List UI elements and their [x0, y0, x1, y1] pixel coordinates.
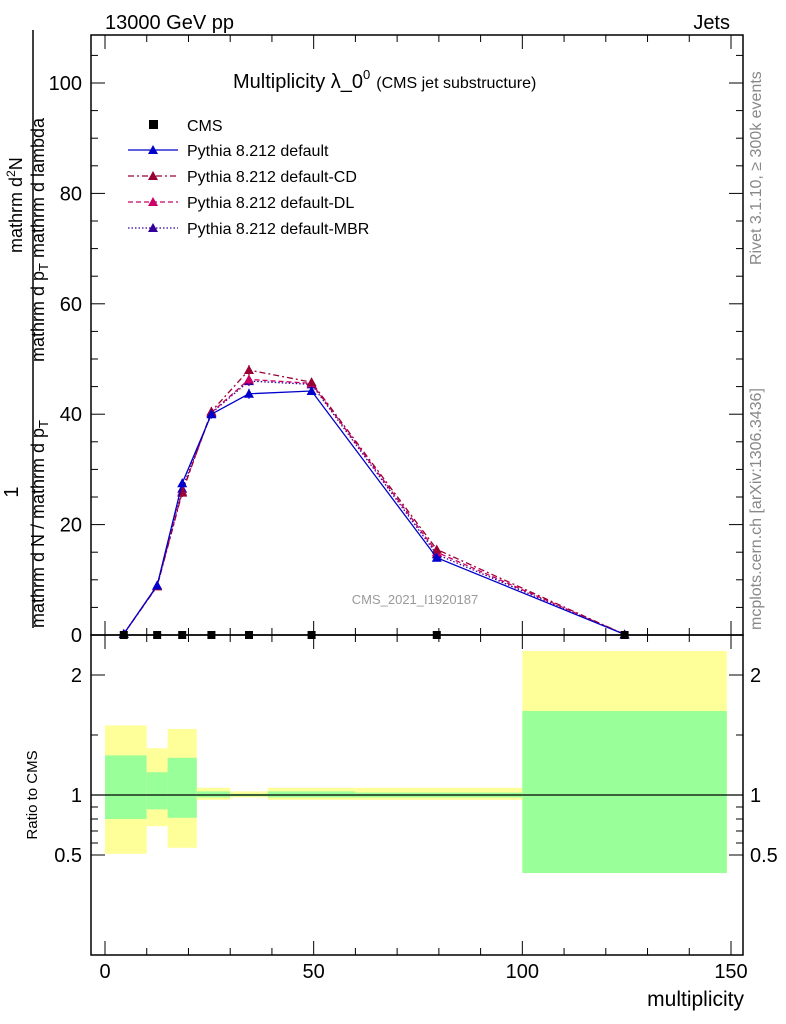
- stat-uncertainty-band: [522, 711, 727, 873]
- ylabel-den2-text: mathrm d p: [28, 271, 48, 362]
- ratio-y-tick-label-right: 2: [750, 665, 761, 687]
- stat-uncertainty-band: [167, 757, 197, 818]
- ylabel-num-sup: 2: [4, 170, 18, 177]
- legend-marker: [148, 197, 158, 206]
- chart-title-sup: 0: [363, 67, 370, 82]
- ratio-bands: [105, 651, 727, 873]
- ylabel-one: 1: [1, 486, 23, 497]
- legend-item: Pythia 8.212 default-MBR: [128, 221, 369, 238]
- main-ylabel: 1 mathrm d N / mathrm d pT mathrm d2N ma…: [1, 30, 51, 628]
- y-tick-label: 20: [60, 515, 82, 537]
- stat-uncertainty-band: [146, 772, 168, 810]
- chart-subtitle: (CMS jet substructure): [376, 75, 536, 92]
- y-tick-label: 80: [60, 183, 82, 205]
- ylabel-den-text: mathrm d N / mathrm d p: [28, 428, 48, 628]
- ylabel-num-tail: N: [6, 157, 26, 170]
- legend-cms-label: CMS: [187, 118, 223, 135]
- ylabel-denominator: mathrm d N / mathrm d pT: [28, 420, 51, 628]
- ylabel-den-sub: T: [36, 420, 51, 428]
- legend-item-cms: CMS: [149, 118, 223, 135]
- y-tick-label: 40: [60, 404, 82, 426]
- data-point: [177, 478, 188, 488]
- ylabel-den2-tail: mathrm d lambda: [28, 117, 48, 263]
- x-tick-label: 100: [506, 961, 539, 983]
- y-tick-label: 100: [49, 73, 82, 95]
- legend-item: Pythia 8.212 default-CD: [128, 169, 357, 186]
- ratio-y-tick-label-right: 1: [750, 785, 761, 807]
- data-point: [306, 377, 317, 387]
- analysis-watermark: CMS_2021_I1920187: [352, 592, 479, 607]
- y-tick-label: 0: [71, 625, 82, 647]
- ratio-y-tick-label: 1: [71, 785, 82, 807]
- ylabel-numerator-den: mathrm d pT mathrm d lambda: [28, 117, 51, 362]
- legend: CMS Pythia 8.212 default Pythia 8.212 defa…: [128, 118, 369, 238]
- ratio-y-tick-label: 0.5: [54, 845, 82, 867]
- legend-marker: [148, 171, 158, 180]
- ylabel-den2-sub: T: [36, 263, 51, 271]
- x-tick-label: 50: [303, 961, 325, 983]
- ticks: 0 50 100 150 0 20 40 60 80 100 0.5 0.5 1 1 2 2: [49, 35, 778, 983]
- legend-label: Pythia 8.212 default-CD: [187, 169, 357, 186]
- data-point: [243, 374, 254, 384]
- legend-label: Pythia 8.212 default-DL: [187, 195, 354, 212]
- legend-marker: [148, 223, 158, 232]
- ylabel-num-text: mathrm d: [6, 177, 26, 253]
- rivet-label: Rivet 3.1.10, ≥ 300k events: [748, 71, 765, 265]
- legend-label: Pythia 8.212 default: [187, 143, 329, 160]
- series-line: [123, 390, 625, 636]
- energy-label: 13000 GeV pp: [105, 12, 234, 34]
- ylabel-numerator: mathrm d2N: [4, 157, 26, 253]
- data-point: [431, 552, 442, 562]
- legend-marker: [148, 145, 158, 154]
- data-point: [243, 388, 254, 398]
- category-label: Jets: [693, 12, 730, 34]
- ratio-y-tick-label: 2: [71, 665, 82, 687]
- data-point: [306, 386, 317, 396]
- xlabel: multiplicity: [647, 988, 744, 1011]
- stat-uncertainty-band: [105, 755, 147, 819]
- legend-cms-marker: [149, 120, 158, 129]
- data-point: [243, 365, 254, 375]
- legend-item: Pythia 8.212 default-DL: [128, 195, 354, 212]
- data-point: [152, 580, 163, 590]
- chart-title: Multiplicity λ_00 (CMS jet substructure): [233, 67, 536, 93]
- mcplots-label: mcplots.cern.ch [arXiv:1306.3436]: [748, 388, 765, 630]
- data-point: [431, 544, 442, 554]
- ratio-y-tick-label-right: 0.5: [750, 845, 778, 867]
- y-tick-label: 60: [60, 294, 82, 316]
- ratio-ylabel: Ratio to CMS: [24, 750, 41, 839]
- x-tick-label: 150: [714, 961, 747, 983]
- data-point: [206, 409, 217, 419]
- x-tick-label: 0: [99, 961, 110, 983]
- chart-title-text: Multiplicity λ_0: [233, 71, 363, 93]
- legend-item: Pythia 8.212 default: [128, 143, 329, 160]
- legend-label: Pythia 8.212 default-MBR: [187, 221, 369, 238]
